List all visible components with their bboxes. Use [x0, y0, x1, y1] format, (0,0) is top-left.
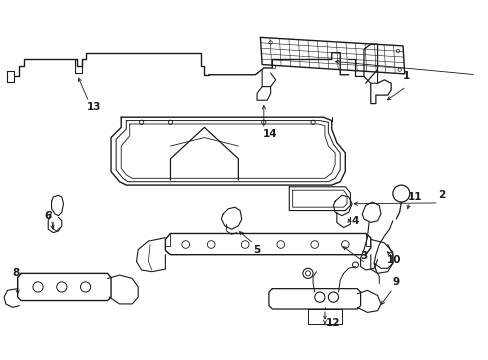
Text: 10: 10: [386, 255, 401, 265]
Text: 9: 9: [392, 277, 399, 287]
Text: 12: 12: [325, 318, 340, 328]
Text: 11: 11: [407, 192, 421, 202]
Text: 2: 2: [438, 190, 445, 200]
Text: 3: 3: [360, 251, 367, 261]
Text: 1: 1: [402, 71, 409, 81]
Text: 13: 13: [87, 102, 101, 112]
Text: 8: 8: [12, 268, 20, 278]
Text: 5: 5: [253, 244, 260, 255]
Text: 4: 4: [351, 216, 359, 226]
Text: 6: 6: [44, 211, 52, 221]
Text: 14: 14: [263, 129, 277, 139]
